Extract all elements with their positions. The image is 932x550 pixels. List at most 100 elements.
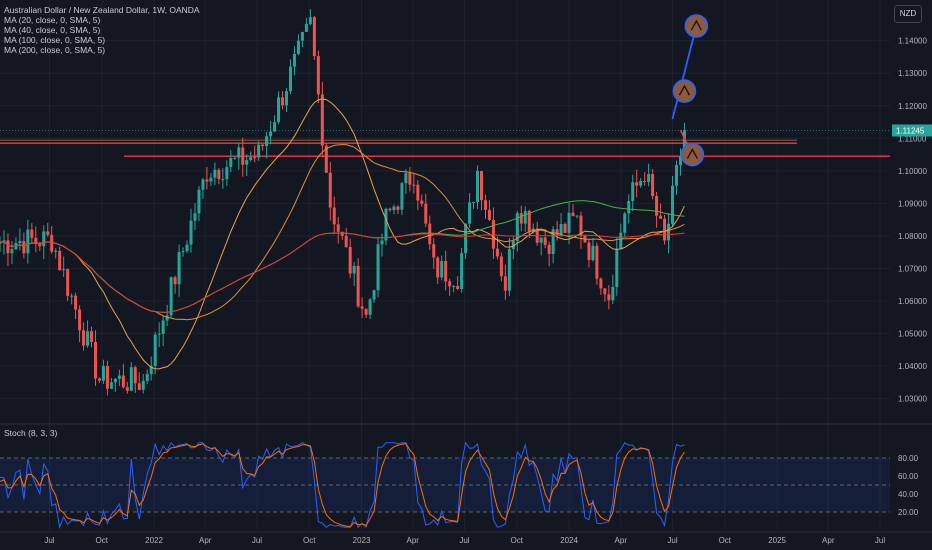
candle-body bbox=[631, 182, 635, 201]
candle-body bbox=[392, 206, 396, 211]
candle-body bbox=[476, 171, 480, 203]
price-tick-label: 1.06000 bbox=[898, 297, 927, 306]
time-tick-label: 2023 bbox=[353, 536, 371, 545]
target-circle-high-arrowhead bbox=[690, 19, 702, 31]
candle-body bbox=[487, 209, 491, 220]
candle-body bbox=[527, 210, 531, 233]
ma100-legend[interactable]: MA (100, close, 0, SMA, 5) bbox=[4, 35, 106, 45]
candle-body bbox=[559, 224, 563, 236]
candle-body bbox=[448, 281, 452, 287]
candle-body bbox=[229, 158, 233, 168]
candle-body bbox=[575, 215, 579, 217]
candle-body bbox=[78, 309, 82, 331]
candle-body bbox=[643, 180, 647, 182]
time-tick-label: Apr bbox=[406, 536, 419, 545]
candle-body bbox=[678, 155, 682, 166]
candle-body bbox=[623, 213, 627, 233]
candle-body bbox=[169, 277, 173, 316]
candle-body bbox=[356, 265, 360, 307]
chart-title: Australian Dollar / New Zealand Dollar, … bbox=[4, 5, 200, 15]
ma200-legend[interactable]: MA (200, close, 0, SMA, 5) bbox=[4, 45, 106, 55]
candle-body bbox=[0, 242, 2, 244]
candle-body bbox=[26, 229, 30, 254]
candle-body bbox=[344, 235, 348, 248]
candle-body bbox=[70, 295, 74, 297]
candle-body bbox=[94, 341, 98, 379]
candle-body bbox=[253, 157, 257, 159]
candle-body bbox=[511, 241, 515, 250]
candle-body bbox=[101, 366, 105, 381]
candle-body bbox=[659, 215, 663, 219]
up-projection-arrow bbox=[671, 25, 698, 120]
candle-body bbox=[74, 295, 78, 310]
candle-body bbox=[639, 180, 643, 186]
candle-body bbox=[555, 229, 559, 236]
candle-body bbox=[312, 17, 316, 57]
price-tick-label: 1.10000 bbox=[898, 167, 927, 176]
candle-body bbox=[185, 244, 189, 251]
candle-body bbox=[121, 375, 125, 388]
candle-body bbox=[460, 253, 464, 289]
time-tick-label: Apr bbox=[822, 536, 835, 545]
candle-body bbox=[607, 294, 611, 301]
target-circle-low-arrowhead bbox=[686, 148, 699, 159]
target-circle-high bbox=[684, 14, 709, 38]
chart-legend: Australian Dollar / New Zealand Dollar, … bbox=[4, 5, 200, 55]
candle-body bbox=[667, 223, 671, 241]
price-tick-label: 1.07000 bbox=[898, 264, 927, 273]
candle-body bbox=[193, 213, 197, 221]
candle-body bbox=[113, 378, 117, 383]
time-tick-label: 2024 bbox=[560, 536, 578, 545]
time-tick-label: 2025 bbox=[768, 536, 786, 545]
stoch-legend[interactable]: Stoch (8, 3, 3) bbox=[4, 428, 58, 438]
candle-body bbox=[46, 231, 50, 235]
candle-body bbox=[165, 315, 169, 321]
candle-body bbox=[408, 173, 412, 185]
candle-body bbox=[292, 53, 296, 67]
ma20-legend[interactable]: MA (20, close, 0, SMA, 5) bbox=[4, 15, 101, 25]
candle-body bbox=[181, 250, 185, 253]
candle-body bbox=[261, 144, 265, 146]
candle-body bbox=[221, 179, 225, 181]
candle-body bbox=[440, 260, 444, 278]
candle-body bbox=[66, 269, 70, 296]
time-tick-label: Oct bbox=[511, 536, 524, 545]
candle-body bbox=[364, 308, 368, 315]
candle-body bbox=[324, 145, 328, 173]
candle-body bbox=[368, 299, 372, 315]
candle-body bbox=[288, 66, 292, 92]
candle-body bbox=[304, 23, 308, 32]
candle-body bbox=[400, 183, 404, 210]
candle-body bbox=[503, 276, 507, 291]
price-tick-label: 1.08000 bbox=[898, 232, 927, 241]
target-circle-mid bbox=[672, 79, 697, 103]
candle-body bbox=[177, 252, 181, 285]
currency-button[interactable]: NZD bbox=[894, 5, 922, 23]
candle-body bbox=[245, 160, 249, 165]
projection-drawing[interactable] bbox=[671, 14, 709, 167]
candle-body bbox=[599, 278, 603, 289]
candle-body bbox=[173, 277, 177, 285]
candle-body bbox=[682, 130, 686, 156]
candle-body bbox=[22, 240, 26, 254]
candle-body bbox=[213, 169, 217, 178]
candle-body bbox=[456, 286, 460, 289]
ma40-legend[interactable]: MA (40, close, 0, SMA, 5) bbox=[4, 25, 101, 35]
candle-body bbox=[241, 147, 245, 165]
candle-body bbox=[109, 382, 113, 389]
candle-body bbox=[285, 91, 289, 106]
candle-body bbox=[340, 231, 344, 236]
candle-body bbox=[591, 245, 595, 261]
candle-body bbox=[523, 210, 527, 224]
candle-body bbox=[491, 219, 495, 249]
candle-body bbox=[360, 306, 364, 309]
candle-body bbox=[269, 131, 273, 137]
candle-body bbox=[452, 286, 456, 288]
candle-body bbox=[551, 229, 555, 254]
candle-body bbox=[380, 240, 384, 245]
candle-body bbox=[141, 380, 145, 390]
current-price-label: 1.11245 bbox=[896, 126, 925, 135]
stoch-k-line bbox=[0, 441, 685, 530]
time-tick-label: Oct bbox=[96, 536, 109, 545]
